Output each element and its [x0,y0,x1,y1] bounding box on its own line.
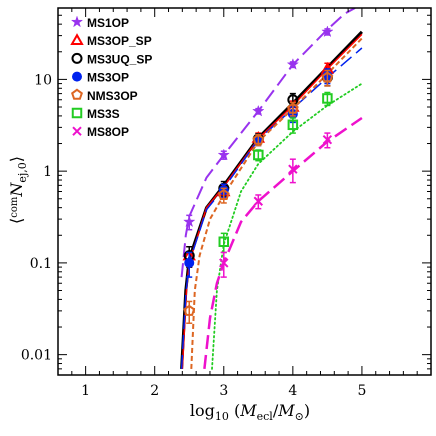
legend-label-ms8op: MS8OP [87,125,129,139]
data-point-ms1op [183,215,196,228]
data-point-ms8op [288,164,298,174]
x-axis-label: log10 (Mecl/M⊙) [190,401,310,423]
data-point-ms3s [253,149,264,161]
data-point-ms8op [322,135,333,145]
data-point-ms3s [287,119,299,131]
data-points [182,25,335,324]
legend-label-nms3op: NMS3OP [87,89,138,103]
data-point-ms1op [286,58,300,70]
legend-label-ms3op: MS3OP [87,71,129,85]
axes: 1 2 3 4 5 0.01 0.1 1 10 [21,7,432,399]
x-tick-label: 4 [288,383,297,399]
legend-label-ms3op-sp: MS3OP_SP [87,34,152,48]
legend-marker-ms8op [72,126,82,136]
plot-area [58,8,431,375]
legend-label-ms3uq-sp: MS3UQ_SP [87,52,152,66]
y-tick-label: 0.01 [21,348,52,364]
data-point-nms3op [321,71,334,83]
data-point-ms3s [218,236,230,248]
data-point-nms3op [252,133,265,145]
data-point-ms3s [322,93,333,104]
y-axis-label: ⟨comNej,0⟩ [7,156,29,224]
data-point-nms3op [217,188,230,200]
legend-marker-nms3op [71,88,83,100]
legend-marker-ms3s [71,107,83,119]
legend: MS1OP MS3OP_SP MS3UQ_SP MS3OP NMS3OP MS3S MS8O… [70,15,152,139]
legend-marker-ms3op-sp [70,33,84,45]
x-tick-label: 3 [219,383,228,399]
legend-marker-ms3uq-sp [71,52,83,64]
data-point-nms3op [286,102,299,114]
y-tick-label: 0.1 [30,256,52,272]
y-tick-label: 10 [34,72,52,88]
fit-curve-ms1op [180,8,356,278]
data-point-ms8op [253,196,264,206]
data-point-nms3op [183,304,196,316]
legend-marker-ms3op [72,71,82,82]
legend-marker-ms1op [70,15,84,28]
fit-curve-ms8op [203,116,363,370]
x-tick-label: 1 [81,383,90,399]
x-tick-label: 2 [150,383,159,399]
legend-label-ms1op: MS1OP [87,16,129,30]
data-point-ms1op [252,104,265,117]
x-tick-label: 5 [357,383,366,399]
data-point-ms8op [219,258,229,268]
data-point-ms1op [321,25,334,38]
legend-label-ms3s: MS3S [87,107,120,121]
data-point-ms1op [217,148,230,161]
data-point-ms3op [184,257,195,268]
y-tick-label: 1 [43,164,52,180]
